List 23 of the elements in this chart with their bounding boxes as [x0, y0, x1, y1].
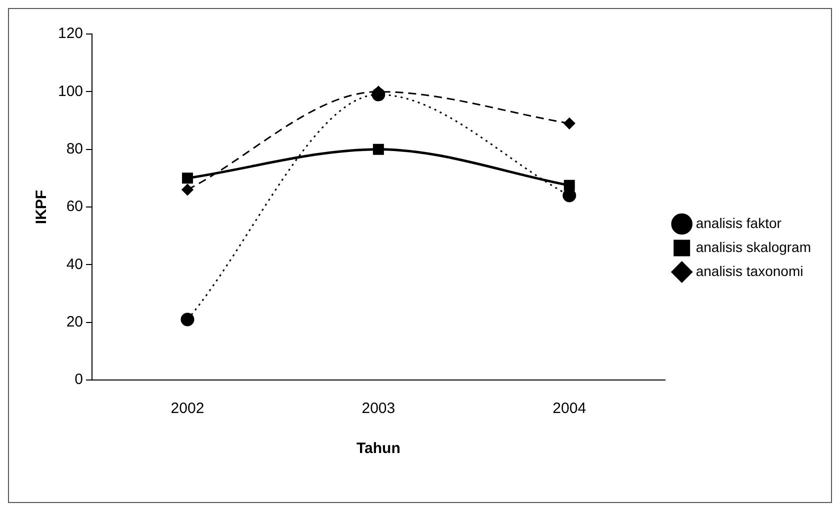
x-tick-label: 2002: [170, 400, 204, 418]
y-tick-label: 0: [74, 371, 84, 388]
point: [180, 312, 194, 326]
legend-label: analisis taxonomi: [696, 262, 804, 279]
y-axis-title: IKPF: [33, 190, 50, 224]
point: [372, 144, 384, 155]
point: [564, 180, 575, 191]
y-tick-label: 80: [66, 140, 84, 158]
point: [182, 172, 193, 184]
point: [564, 118, 576, 130]
legend-label: analisis faktor: [696, 214, 782, 231]
point: [562, 188, 576, 202]
y-tick-label: 40: [66, 256, 84, 273]
point: [372, 88, 386, 102]
x-tick-label: 2003: [362, 400, 396, 418]
point: [182, 184, 194, 196]
x-tick-label: 2004: [552, 400, 586, 418]
x-axis-title: Tahun: [356, 440, 400, 458]
y-tick-label: 100: [58, 82, 84, 100]
legend-label: analisis skalogram: [696, 238, 812, 255]
y-tick-label: 60: [66, 198, 84, 216]
y-tick-label: 20: [66, 313, 84, 330]
y-tick-label: 120: [58, 25, 84, 42]
